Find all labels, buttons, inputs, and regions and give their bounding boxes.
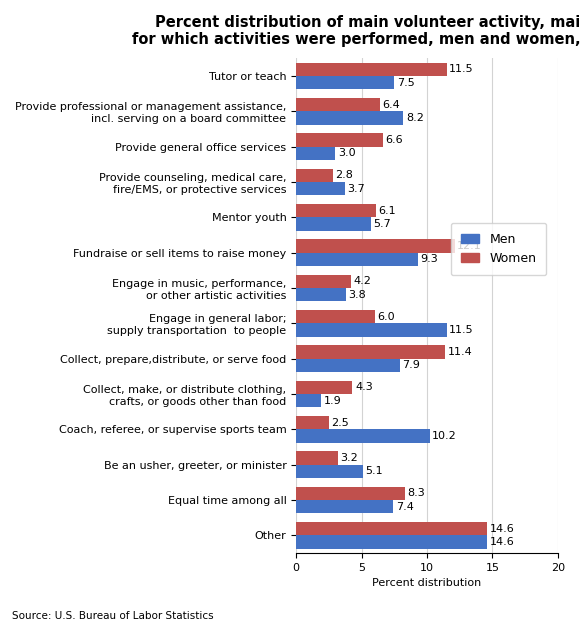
- Bar: [296, 416, 329, 429]
- Text: 11.4: 11.4: [448, 347, 473, 357]
- Bar: [296, 204, 376, 217]
- Title: Percent distribution of main volunteer activity, main organization
for which act: Percent distribution of main volunteer a…: [132, 15, 580, 47]
- Text: 6.1: 6.1: [379, 206, 396, 216]
- Bar: [296, 63, 447, 76]
- Bar: [296, 536, 487, 549]
- Text: 6.4: 6.4: [382, 100, 400, 109]
- Text: 4.2: 4.2: [354, 276, 372, 286]
- Text: Source: U.S. Bureau of Labor Statistics: Source: U.S. Bureau of Labor Statistics: [12, 611, 213, 621]
- Bar: [296, 323, 447, 337]
- Bar: [296, 345, 445, 359]
- Text: 10.2: 10.2: [432, 431, 457, 441]
- Legend: Men, Women: Men, Women: [451, 223, 546, 275]
- Bar: [296, 381, 353, 394]
- Bar: [296, 217, 371, 231]
- Text: 3.7: 3.7: [347, 183, 365, 193]
- Text: 6.0: 6.0: [377, 312, 395, 322]
- Text: 5.1: 5.1: [365, 466, 383, 476]
- Text: 2.8: 2.8: [335, 170, 353, 180]
- Text: 14.6: 14.6: [490, 537, 514, 547]
- Text: 14.6: 14.6: [490, 524, 514, 534]
- Bar: [296, 169, 333, 182]
- Bar: [296, 486, 405, 500]
- Text: 7.9: 7.9: [402, 360, 420, 371]
- Text: 3.2: 3.2: [340, 453, 358, 463]
- Text: 5.7: 5.7: [374, 219, 391, 229]
- X-axis label: Percent distribution: Percent distribution: [372, 578, 481, 588]
- Bar: [296, 147, 335, 160]
- Text: 7.5: 7.5: [397, 78, 415, 88]
- Text: 9.3: 9.3: [420, 254, 438, 264]
- Text: 7.4: 7.4: [396, 502, 414, 512]
- Bar: [296, 522, 487, 536]
- Bar: [296, 111, 404, 125]
- Bar: [296, 310, 375, 323]
- Bar: [296, 429, 430, 443]
- Bar: [296, 253, 418, 266]
- Bar: [296, 98, 380, 111]
- Bar: [296, 452, 338, 465]
- Text: 3.0: 3.0: [338, 149, 356, 159]
- Bar: [296, 465, 363, 478]
- Bar: [296, 239, 455, 253]
- Bar: [296, 133, 382, 147]
- Bar: [296, 500, 393, 514]
- Text: 8.2: 8.2: [406, 113, 424, 123]
- Text: 1.9: 1.9: [324, 396, 342, 406]
- Text: 6.6: 6.6: [385, 135, 403, 145]
- Text: 2.5: 2.5: [331, 417, 349, 428]
- Text: 11.5: 11.5: [450, 325, 474, 335]
- Bar: [296, 288, 346, 302]
- Text: 4.3: 4.3: [355, 383, 373, 392]
- Bar: [296, 359, 400, 372]
- Bar: [296, 394, 321, 407]
- Bar: [296, 274, 351, 288]
- Text: 8.3: 8.3: [407, 488, 425, 498]
- Bar: [296, 182, 345, 195]
- Text: 3.8: 3.8: [349, 290, 366, 300]
- Text: 12.1: 12.1: [457, 241, 482, 251]
- Text: 11.5: 11.5: [450, 64, 474, 74]
- Bar: [296, 76, 394, 90]
